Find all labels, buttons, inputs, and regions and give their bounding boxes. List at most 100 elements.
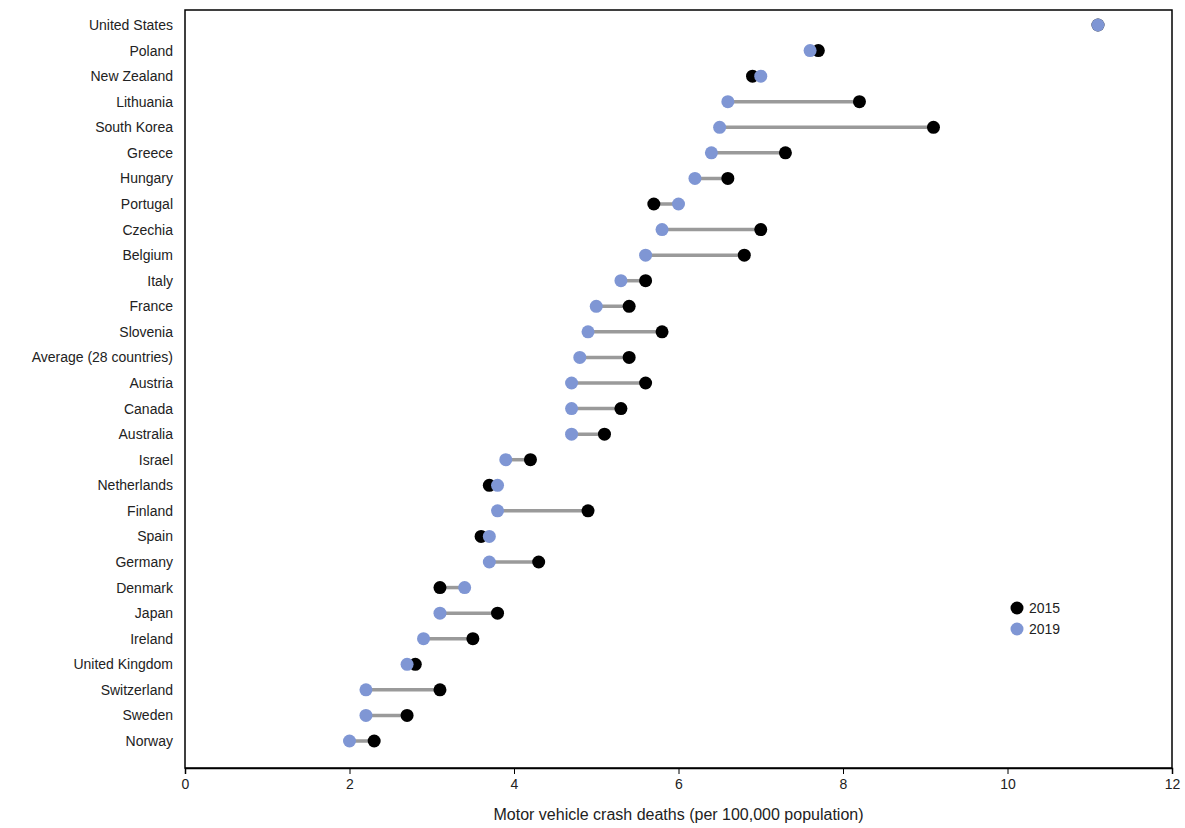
x-tick-label: 12 <box>1165 776 1181 792</box>
x-tick-label: 2 <box>346 776 354 792</box>
chart: 024681012United StatesPolandNew ZealandL… <box>0 0 1185 828</box>
y-tick: Greece <box>127 145 185 161</box>
y-tick: Ireland <box>130 631 185 647</box>
y-tick-label: Austria <box>129 375 173 391</box>
dot <box>721 95 734 108</box>
dot <box>754 223 767 236</box>
dot <box>491 607 504 620</box>
y-tick-label: Sweden <box>122 707 173 723</box>
connector <box>646 253 745 257</box>
y-tick: Canada <box>124 401 185 417</box>
legend-label: 2015 <box>1029 600 1060 616</box>
x-tick-label: 8 <box>840 776 848 792</box>
y-tick: Sweden <box>122 707 185 723</box>
dot <box>804 44 817 57</box>
dot <box>401 709 414 722</box>
dot <box>433 607 446 620</box>
y-tick-label: Australia <box>119 426 174 442</box>
dot <box>853 95 866 108</box>
dot <box>582 325 595 338</box>
y-tick-label: Greece <box>127 145 173 161</box>
dot <box>647 198 660 211</box>
y-tick-label: Italy <box>147 273 173 289</box>
x-tick-label: 6 <box>675 776 683 792</box>
dot <box>590 300 603 313</box>
y-tick-label: Israel <box>139 452 173 468</box>
x-tick-mark <box>679 768 680 774</box>
dot <box>738 249 751 262</box>
connector <box>424 637 473 641</box>
x-tick: 8 <box>840 768 848 792</box>
y-tick: Portugal <box>121 196 185 212</box>
y-tick-label: France <box>129 298 173 314</box>
dot <box>656 325 669 338</box>
dot <box>433 581 446 594</box>
dot <box>532 556 545 569</box>
x-tick-label: 4 <box>511 776 519 792</box>
x-tick-mark <box>843 768 844 774</box>
dot <box>565 428 578 441</box>
dot <box>623 300 636 313</box>
x-tick-mark <box>1172 768 1173 774</box>
dot <box>754 70 767 83</box>
legend-item: 2015 <box>1011 600 1061 616</box>
connector <box>489 560 538 564</box>
dot <box>359 683 372 696</box>
y-tick-label: Norway <box>126 733 173 749</box>
y-tick-label: Poland <box>129 43 173 59</box>
x-tick: 4 <box>511 768 519 792</box>
dot <box>705 146 718 159</box>
dot <box>499 453 512 466</box>
dot <box>1091 19 1104 32</box>
dot <box>623 351 636 364</box>
y-tick-label: Slovenia <box>119 324 173 340</box>
y-tick-label: Hungary <box>120 170 173 186</box>
connector <box>366 688 440 692</box>
y-tick: New Zealand <box>91 68 186 84</box>
dot <box>466 632 479 645</box>
y-tick: South Korea <box>95 119 185 135</box>
x-tick-mark <box>350 768 351 774</box>
dot <box>491 504 504 517</box>
x-axis: 0 2 4 6 8 10 12 <box>182 768 1181 792</box>
connector <box>572 407 621 411</box>
y-tick: Denmark <box>116 580 185 596</box>
x-tick: 0 <box>182 768 190 792</box>
x-tick: 10 <box>1000 768 1016 792</box>
dot <box>639 377 652 390</box>
x-axis-title: Motor vehicle crash deaths (per 100,000 … <box>494 806 864 823</box>
legend-swatch <box>1011 623 1024 636</box>
dot <box>368 735 381 748</box>
plot: 024681012United StatesPolandNew ZealandL… <box>32 10 1181 792</box>
connector <box>662 228 761 232</box>
dot <box>524 453 537 466</box>
marks <box>343 19 1104 748</box>
dot <box>573 351 586 364</box>
dot <box>672 198 685 211</box>
x-axis-line <box>186 769 1173 775</box>
x-tick-mark <box>514 768 515 774</box>
y-tick: Austria <box>129 375 185 391</box>
connector <box>498 509 588 513</box>
y-tick: United Kingdom <box>73 656 185 672</box>
y-tick-label: Canada <box>124 401 173 417</box>
y-tick: Hungary <box>120 170 185 186</box>
y-tick: Slovenia <box>119 324 185 340</box>
y-tick-label: Belgium <box>122 247 173 263</box>
dot <box>417 632 430 645</box>
y-tick-label: Netherlands <box>98 477 174 493</box>
dot <box>721 172 734 185</box>
dot <box>713 121 726 134</box>
y-tick-label: Germany <box>115 554 173 570</box>
connector <box>720 126 934 130</box>
dot <box>401 658 414 671</box>
y-tick-label: United Kingdom <box>73 656 173 672</box>
x-tick-mark <box>185 768 186 774</box>
dot <box>656 223 669 236</box>
connector <box>572 381 646 385</box>
dot <box>483 530 496 543</box>
legend-label: 2019 <box>1029 621 1060 637</box>
y-tick-label: New Zealand <box>91 68 174 84</box>
y-tick: Spain <box>137 528 185 544</box>
y-tick: Switzerland <box>101 682 185 698</box>
